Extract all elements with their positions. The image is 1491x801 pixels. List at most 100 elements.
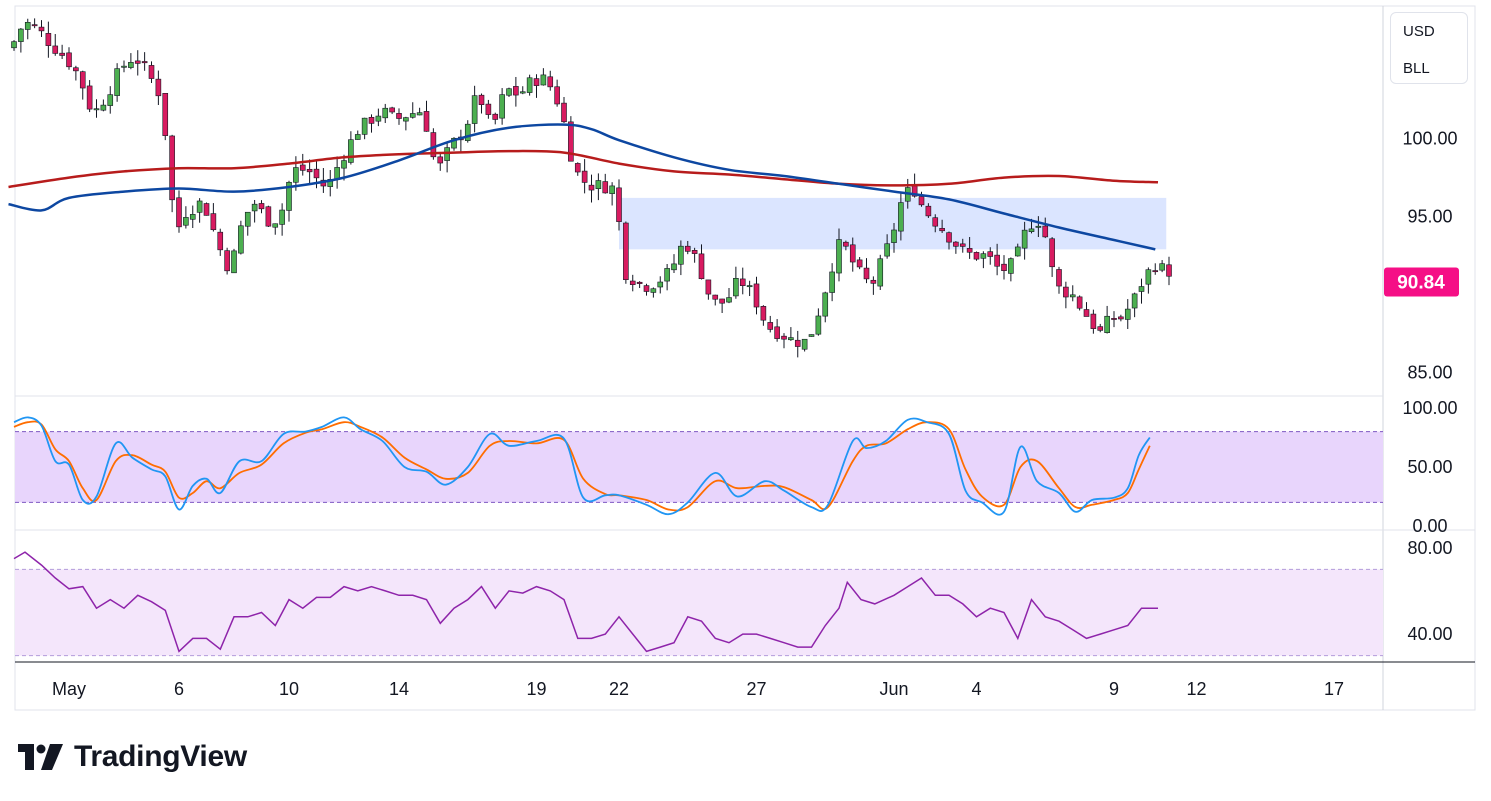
candle-down	[684, 245, 691, 252]
candle-down	[368, 116, 375, 124]
candle-down	[258, 203, 265, 210]
candle-down	[623, 222, 629, 281]
price-tick-label: 100.00	[1402, 129, 1457, 149]
rsi-panel: 80.00 40.00	[13, 538, 1453, 657]
candle-down	[176, 197, 182, 228]
candle-down	[299, 164, 306, 171]
candle-down	[155, 78, 162, 97]
ma-slow-line	[8, 149, 1159, 189]
candle-up	[540, 74, 547, 86]
candle-up	[279, 209, 285, 225]
candle-down	[581, 170, 588, 183]
candle-up	[189, 214, 196, 220]
candle-down	[1111, 318, 1117, 320]
candle-up	[519, 91, 526, 94]
candle-down	[66, 52, 72, 68]
candle-down	[423, 111, 430, 132]
candle-down	[203, 203, 210, 216]
candle-down	[1083, 309, 1090, 317]
candle-down	[739, 278, 746, 286]
candle-up	[382, 107, 389, 119]
candle-down	[313, 168, 320, 179]
currency-label: USD	[1403, 23, 1435, 40]
candle-up	[788, 337, 794, 341]
candle-up	[114, 68, 120, 96]
candle-up	[657, 281, 664, 288]
time-tick-label: May	[52, 679, 86, 699]
candle-up	[18, 28, 24, 42]
candle-down	[705, 279, 712, 295]
stochastic-axis-ticks: 100.00 50.00 0.00	[1402, 398, 1457, 536]
rsi-line	[13, 551, 1158, 653]
time-tick-label: 22	[609, 679, 629, 699]
candle-down	[953, 241, 959, 247]
candle-down	[217, 231, 224, 251]
candle-down	[492, 113, 499, 120]
candle-up	[836, 239, 842, 274]
candle-down	[513, 86, 519, 96]
candle-down	[1152, 270, 1159, 273]
candle-up	[1104, 315, 1110, 333]
candle-up	[898, 202, 904, 232]
candle-up	[595, 180, 602, 190]
candle-down	[843, 241, 849, 247]
candle-up	[471, 95, 478, 124]
candle-down	[533, 78, 540, 86]
candle-down	[946, 232, 952, 243]
candle-up	[286, 181, 292, 211]
candle-up	[980, 253, 987, 259]
candle-up	[1035, 225, 1042, 228]
candle-up	[464, 123, 471, 141]
candle-down	[719, 298, 725, 304]
candle-down	[224, 250, 230, 272]
time-tick-label: Jun	[879, 679, 908, 699]
candle-up	[822, 292, 829, 317]
candle-down	[849, 244, 856, 263]
candle-down	[561, 102, 567, 123]
candle-down	[691, 250, 698, 254]
candle-up	[183, 217, 189, 226]
candle-up	[1124, 308, 1131, 320]
price-tick-label: 85.00	[1407, 363, 1452, 383]
candle-up	[1159, 263, 1165, 271]
symbol-info-box: USD BLL	[1390, 12, 1468, 84]
stochastic-k-line	[13, 416, 1151, 516]
candle-up	[526, 77, 533, 93]
time-tick-label: 6	[174, 679, 184, 699]
candle-up	[1069, 294, 1076, 298]
candle-up	[244, 211, 251, 227]
candle-down	[1042, 225, 1049, 238]
candle-down	[712, 294, 719, 300]
candle-up	[341, 160, 347, 169]
candle-down	[1076, 296, 1083, 309]
candle-down	[966, 248, 973, 253]
time-tick-label: 9	[1109, 679, 1119, 699]
candle-down	[478, 94, 485, 105]
candle-up	[1131, 293, 1138, 309]
candle-down	[753, 283, 760, 308]
tradingview-logo: TradingView	[18, 737, 247, 777]
time-tick-label: 19	[526, 679, 546, 699]
candle-down	[210, 213, 217, 231]
candle-up	[107, 94, 114, 106]
candle-down	[162, 93, 169, 136]
candle-up	[815, 315, 822, 335]
candle-down	[794, 339, 801, 347]
candle-down	[141, 61, 148, 64]
candle-down	[1097, 326, 1104, 331]
stochastic-band	[15, 431, 1383, 503]
candle-down	[994, 254, 1000, 267]
candle-down	[918, 196, 925, 206]
candle-up	[829, 271, 835, 293]
candle-down	[568, 121, 574, 162]
candle-down	[760, 306, 767, 321]
candle-down	[1166, 264, 1172, 277]
candle-down	[925, 205, 932, 217]
candle-up	[664, 268, 670, 282]
candle-up	[877, 258, 884, 287]
candle-down	[547, 76, 554, 88]
candle-down	[1118, 316, 1124, 320]
candle-up	[231, 250, 237, 274]
last-price-label: 90.84	[1397, 272, 1445, 293]
